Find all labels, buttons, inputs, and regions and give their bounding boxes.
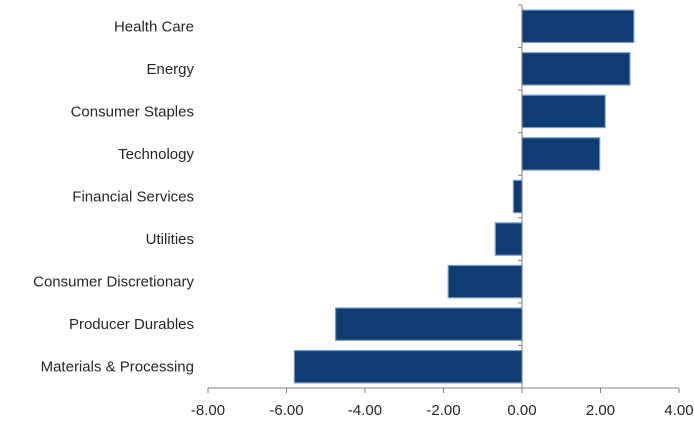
x-tick-label: 2.00 [586,402,615,419]
axes-layer [207,4,680,393]
category-label-consumer-discretionary: Consumer Discretionary [33,274,194,291]
category-label-producer-durables: Producer Durables [69,316,194,333]
bar-utilities [494,222,523,256]
category-label-consumer-staples: Consumer Staples [71,103,194,120]
category-label-materials-processing: Materials & Processing [41,359,194,376]
x-tick-label: -8.00 [191,402,225,419]
bar-technology [521,137,601,171]
bars-layer [293,9,635,384]
bar-producer-durables [334,307,523,341]
bar-financial-services [512,179,523,214]
category-label-energy: Energy [146,61,194,78]
bar-consumer-discretionary [447,264,523,299]
x-tick-label: 4.00 [664,402,693,419]
x-tick-label: 0.00 [507,402,536,419]
category-label-utilities: Utilities [146,231,194,248]
bar-energy [521,52,631,86]
category-label-technology: Technology [118,146,194,163]
x-tick-label: -4.00 [348,402,382,419]
x-tick-label: -2.00 [426,402,460,419]
category-label-financial-services: Financial Services [72,189,194,206]
bar-materials-processing [293,349,523,384]
bar-health-care [521,9,635,44]
x-tick-label: -6.00 [269,402,303,419]
labels-layer: Health Care Energy Consumer Staples Technol… [33,18,693,419]
bar-consumer-staples [521,94,606,129]
category-label-health-care: Health Care [114,18,194,35]
